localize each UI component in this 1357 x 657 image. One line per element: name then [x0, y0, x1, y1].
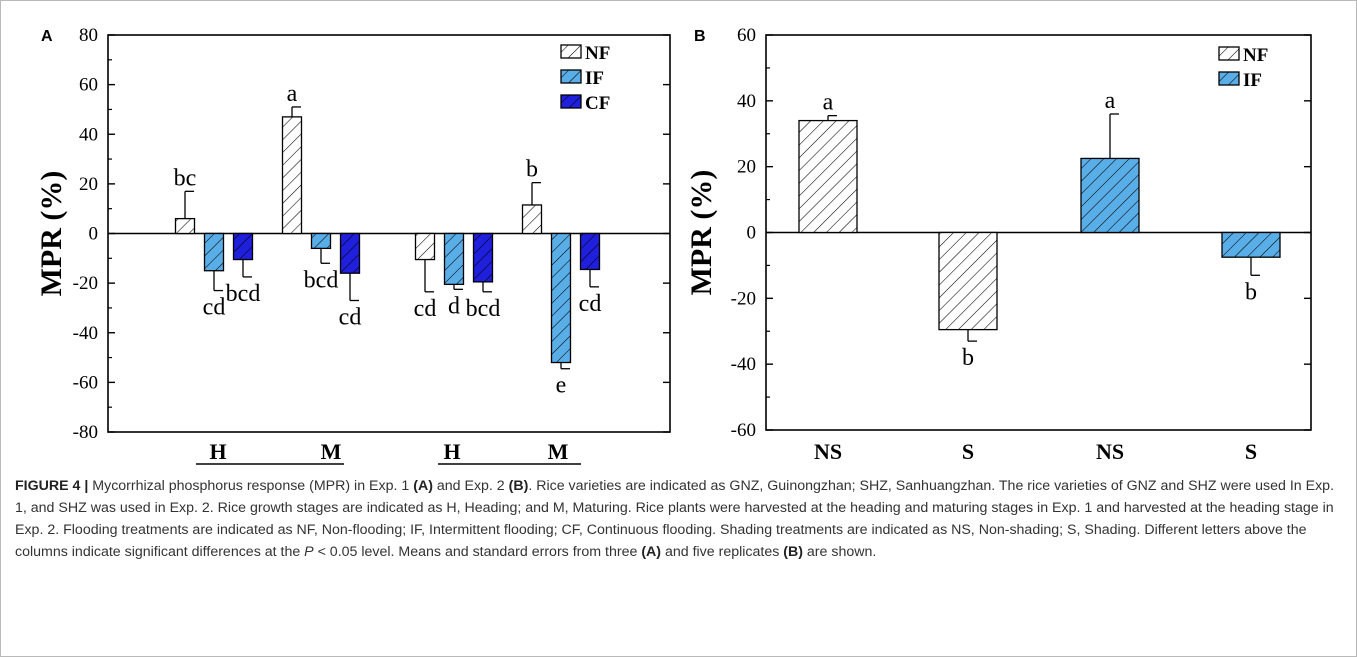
bar	[472, 232, 494, 283]
caption-text: and Exp. 2	[432, 478, 509, 494]
bar	[339, 232, 361, 274]
significance-letter: cd	[203, 295, 226, 321]
bar	[798, 119, 858, 234]
legend-label: NF	[585, 43, 610, 64]
y-tick-label: 40	[737, 91, 756, 112]
y-tick-label: 20	[79, 174, 98, 195]
significance-letter: cd	[414, 296, 437, 322]
legend-swatch-if	[560, 69, 582, 84]
bar	[174, 217, 196, 235]
y-tick-label: 60	[79, 75, 98, 96]
category-label: S	[1245, 439, 1257, 464]
y-tick-label: 40	[79, 124, 98, 145]
legend-label: NF	[1243, 45, 1268, 66]
legend-label: CF	[585, 93, 610, 114]
significance-letter: a	[1105, 88, 1116, 114]
stage-label: H	[443, 439, 460, 464]
caption-text: and five replicates	[661, 544, 784, 560]
y-tick-label: -60	[73, 372, 98, 393]
caption-ref-b: (B)	[508, 478, 529, 494]
bar	[443, 232, 465, 286]
stage-label: M	[548, 439, 569, 464]
caption-ref-b: (B)	[783, 544, 803, 560]
legend-swatch-cf	[560, 94, 582, 109]
category-label: S	[962, 439, 974, 464]
category-label: NS	[1096, 439, 1124, 464]
caption-p-symbol: P	[304, 544, 314, 560]
caption-text: are shown.	[802, 544, 877, 560]
significance-letter: a	[287, 81, 298, 107]
legend-label: IF	[585, 68, 604, 89]
panel-b-chart: -60 -40 -20 0 20 40 60 MPR (%) B NF IF a NS b Sa NS b S	[685, 25, 1312, 464]
bar	[1080, 157, 1140, 234]
y-tick-label: -60	[731, 420, 756, 441]
variety-label: GNZ	[245, 468, 293, 471]
caption-text: . Rice varieties are indicated as GNZ, G…	[15, 478, 1335, 560]
bar	[203, 232, 225, 272]
y-tick-label: -40	[73, 323, 98, 344]
bar	[579, 232, 601, 271]
caption-text: Mycorrhizal phosphorus response (MPR) in…	[88, 478, 414, 494]
y-axis-title: MPR (%)	[685, 170, 718, 296]
category-label: NS	[814, 439, 842, 464]
bar	[232, 232, 254, 261]
bar	[414, 232, 436, 261]
panel-letter: B	[694, 28, 706, 45]
significance-letter: bcd	[466, 296, 501, 322]
bar	[1221, 231, 1281, 258]
stage-label: M	[321, 439, 342, 464]
significance-letter: b	[962, 345, 974, 371]
y-tick-label: -40	[731, 354, 756, 375]
y-tick-label: 0	[89, 224, 99, 245]
significance-letter: b	[526, 157, 538, 183]
caption-ref-a: (A)	[413, 478, 433, 494]
stage-label: H	[209, 439, 226, 464]
significance-letter: cd	[579, 291, 602, 317]
significance-letter: e	[556, 373, 567, 399]
legend-swatch-nf	[560, 44, 582, 59]
legend-swatch-nf	[1218, 46, 1240, 61]
bar	[550, 232, 572, 364]
significance-letter: a	[823, 90, 834, 116]
legend-label: IF	[1243, 70, 1262, 91]
caption-figure-label: FIGURE 4 |	[15, 478, 89, 494]
significance-letter: cd	[339, 304, 362, 330]
y-tick-label: -80	[73, 422, 98, 443]
significance-letter: bcd	[226, 281, 261, 307]
y-tick-label: 0	[747, 223, 757, 244]
y-axis-title: MPR (%)	[35, 171, 68, 297]
panel-letter: A	[41, 28, 53, 45]
figure-caption: FIGURE 4 | Mycorrhizal phosphorus respon…	[15, 475, 1337, 563]
significance-letter: bcd	[304, 267, 339, 293]
bar	[310, 232, 332, 250]
y-tick-label: 80	[79, 25, 98, 46]
variety-label: SHZ	[487, 468, 531, 471]
bar	[938, 231, 998, 331]
caption-text: < 0.05 level. Means and standard errors …	[313, 544, 642, 560]
y-tick-label: 20	[737, 157, 756, 178]
significance-letter: bc	[174, 165, 197, 191]
caption-ref-a: (A)	[641, 544, 662, 560]
y-tick-label: -20	[731, 288, 756, 309]
y-tick-label: 60	[737, 25, 756, 46]
bar	[521, 204, 543, 235]
bar	[281, 116, 303, 235]
legend-swatch-if	[1218, 71, 1240, 86]
significance-letter: d	[448, 293, 460, 319]
significance-letter: b	[1245, 279, 1257, 305]
y-tick-label: -20	[73, 273, 98, 294]
